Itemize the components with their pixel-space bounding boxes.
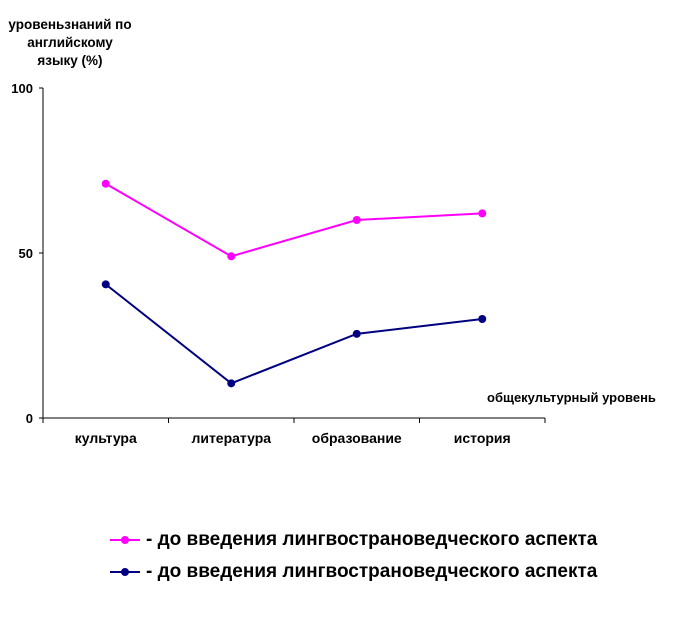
data-point-series-1 [478,209,487,218]
y-tick-label: 50 [19,246,33,261]
data-point-series-2 [101,280,110,289]
data-point-series-2 [478,315,487,323]
y-axis-label-line: английскому [27,35,113,50]
y-tick-label: 100 [11,81,33,96]
legend-marker-series-1 [110,536,140,544]
data-point-series-2 [352,329,361,338]
legend-item-series-2: - до введения лингвострановедческого асп… [108,556,597,588]
chart-series [101,179,487,388]
y-axis-label: уровеньзнаний по английскому языку (%) [4,16,136,70]
y-axis-label-line: уровеньзнаний по [8,17,132,32]
legend: - до введения лингвострановедческого асп… [108,524,597,588]
x-tick-label: литература [191,430,271,446]
x-tick-label: история [454,430,511,446]
y-axis-label-line: языку (%) [37,53,103,68]
data-point-series-1 [227,252,236,261]
y-tick-label: 0 [26,411,33,426]
legend-marker-series-2 [110,568,140,576]
data-point-series-2 [227,379,236,388]
legend-label-series-1: - до введения лингвострановедческого асп… [146,529,598,550]
legend-label-series-2: - до введения лингвострановедческого асп… [146,561,598,582]
data-point-series-1 [101,179,110,188]
x-tick-label: образование [312,430,402,446]
chart-axes: 0 50 100 культура литература образование истор… [11,81,546,446]
series-line-1 [105,182,483,258]
series-line-2 [105,283,483,385]
data-point-series-1 [352,216,361,224]
x-axis-label: общекультурный уровень [487,390,656,405]
x-tick-label: культура [75,430,137,446]
legend-item-series-1: - до введения лингвострановедческого асп… [108,524,597,556]
